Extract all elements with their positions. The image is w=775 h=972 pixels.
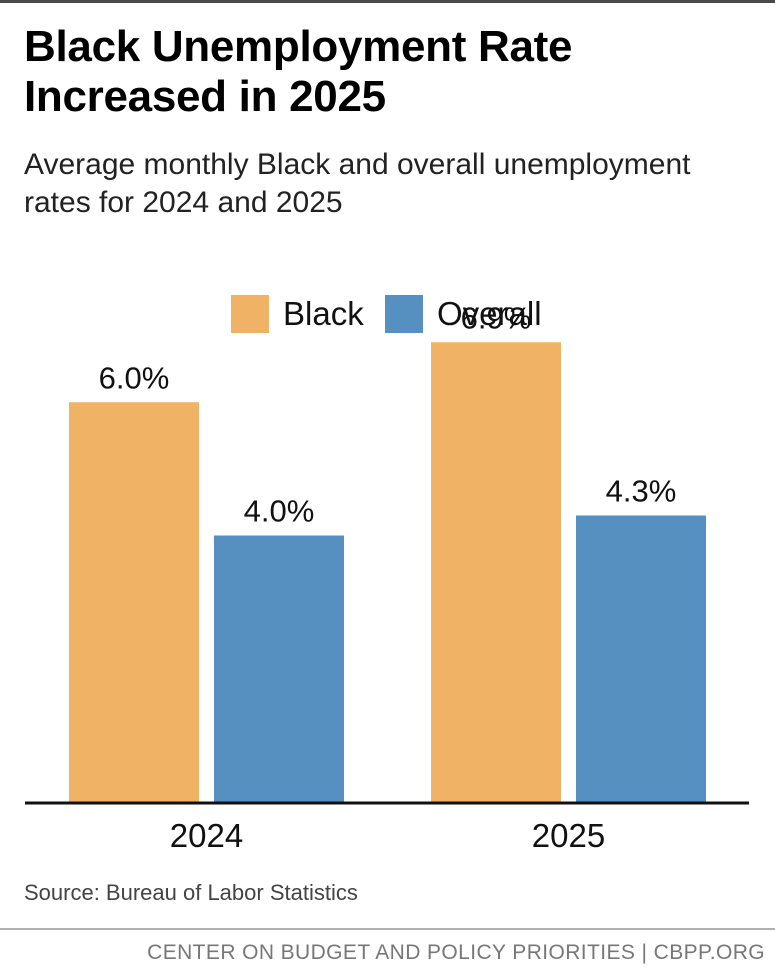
data-label-overall-2024: 4.0%: [244, 494, 315, 529]
legend-swatch-black: [231, 295, 269, 333]
top-rule: [0, 0, 775, 3]
chart-subtitle: Average monthly Black and overall unempl…: [24, 148, 691, 219]
chart-title: Black Unemployment Rate Increased in 202…: [24, 22, 573, 121]
legend-item-overall: Overall: [385, 292, 542, 336]
data-label-overall-2025: 4.3%: [606, 474, 677, 509]
source-note: Source: Bureau of Labor Statistics: [24, 880, 358, 905]
bar-overall-2025: [576, 515, 706, 802]
data-label-black-2025: 6.9%: [461, 300, 532, 335]
footer-credit: CENTER ON BUDGET AND POLICY PRIORITIES |…: [147, 941, 765, 964]
bar-black-2025: [431, 342, 561, 802]
data-label-black-2024: 6.0%: [99, 360, 170, 395]
legend-label-black: Black: [283, 295, 364, 332]
x-tick-label-2024: 2024: [170, 817, 243, 854]
legend: Black Overall: [0, 292, 775, 336]
x-tick-label-2025: 2025: [532, 817, 605, 854]
legend-label-overall: Overall: [437, 295, 542, 332]
legend-swatch-overall: [385, 295, 423, 333]
legend-item-black: Black: [231, 292, 364, 336]
bottom-rule: [0, 928, 775, 930]
bar-black-2024: [69, 402, 199, 802]
bar-overall-2024: [214, 535, 344, 802]
